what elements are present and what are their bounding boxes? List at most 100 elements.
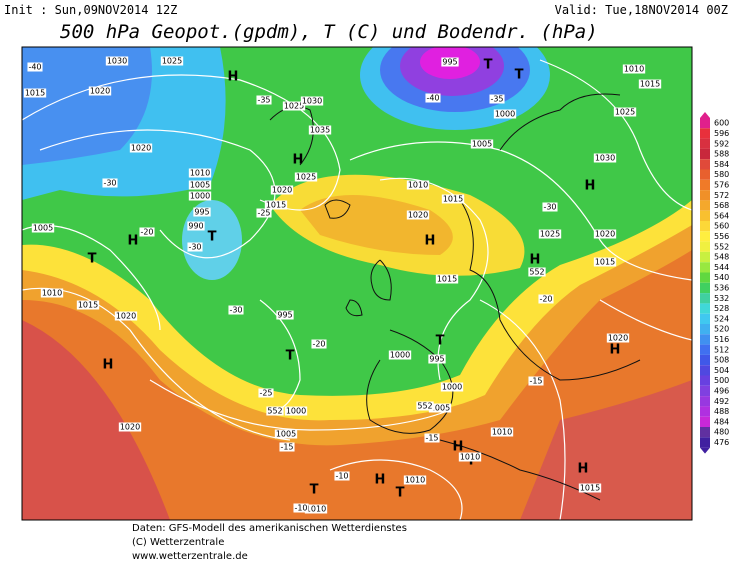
pressure-center-label: T [515, 68, 524, 83]
label-box [528, 267, 546, 277]
colorbar-label: 556 [714, 232, 729, 241]
colorbar-swatch [700, 365, 710, 376]
colorbar-swatch [700, 282, 710, 294]
label-box [435, 274, 459, 284]
colorbar-swatch [700, 251, 710, 263]
colorbar-arrow [700, 112, 710, 118]
contour-label: -40 [426, 94, 439, 103]
label-box [270, 185, 294, 195]
colorbar-label: 492 [714, 397, 729, 406]
colorbar-swatch [700, 272, 710, 283]
contour-label: 1010 [492, 428, 512, 437]
contour-label: 552 [267, 407, 282, 416]
contour-label: 1010 [190, 169, 210, 178]
contour-label: -20 [539, 295, 552, 304]
pressure-center-label: T [286, 349, 295, 364]
colorbar-swatch [700, 200, 710, 211]
contour-label: 1030 [107, 57, 127, 66]
colorbar-label: 484 [714, 417, 729, 426]
colorbar-swatch [700, 406, 710, 417]
colorbar-swatch [700, 354, 710, 366]
label-box [256, 95, 272, 105]
map-title: 500 hPa Geopot.(gpdm), T (C) und Bodendr… [60, 21, 598, 43]
contour-label: 552 [529, 268, 544, 277]
label-box [578, 483, 602, 493]
contour-label: 1025 [162, 57, 182, 66]
colorbar-label: 528 [714, 304, 729, 313]
label-box [593, 229, 617, 239]
label-box [416, 401, 434, 411]
pressure-center-label: H [610, 343, 621, 358]
contour-label: 1000 [442, 383, 462, 392]
contour-label: 1025 [615, 108, 635, 117]
contour-label: 1020 [595, 230, 615, 239]
contour-label: 1005 [190, 181, 210, 190]
contour-label: 1015 [443, 195, 463, 204]
colorbar-swatch [700, 385, 710, 397]
contour-label: 1030 [595, 154, 615, 163]
colorbar-swatch [700, 303, 710, 314]
pressure-center-label: T [88, 252, 97, 267]
label-box [613, 107, 637, 117]
init-text: Init : Sun,09NOV2014 12Z [4, 3, 177, 17]
colorbar-label: 524 [714, 314, 729, 323]
colorbar-label: 564 [714, 211, 729, 220]
label-box [622, 64, 646, 74]
colorbar-swatch [700, 416, 710, 427]
contour-label: -35 [257, 96, 270, 105]
label-box [129, 143, 153, 153]
colorbar-swatch [700, 169, 710, 180]
label-box [403, 475, 427, 485]
contour-label: 1010 [306, 505, 326, 514]
contour-label: 990 [188, 222, 203, 231]
contour-label: 995 [277, 311, 292, 320]
colorbar-swatch [700, 190, 710, 201]
colorbar-label: 600 [714, 119, 729, 128]
colorbar-label: 592 [714, 139, 729, 148]
colorbar-swatch [700, 128, 710, 139]
pressure-center-label: T [396, 486, 405, 501]
contour-label: 995 [194, 208, 209, 217]
footer-line: www.wetterzentrale.de [132, 551, 248, 562]
pressure-center-label: H [425, 234, 436, 249]
label-box [490, 427, 514, 437]
pressure-center-label: H [585, 179, 596, 194]
label-box [118, 422, 142, 432]
contour-label: 1025 [296, 173, 316, 182]
colorbar-label: 520 [714, 325, 729, 334]
label-box [311, 339, 327, 349]
contour-label: 1015 [640, 80, 660, 89]
colorbar-label: 568 [714, 201, 729, 210]
valid-text: Valid: Tue,18NOV2014 00Z [555, 3, 728, 17]
contour-label: 1035 [310, 126, 330, 135]
contour-label: -15 [425, 434, 438, 443]
pressure-center-label: T [436, 334, 445, 349]
contour-label: -20 [140, 228, 153, 237]
colorbar-swatch [700, 210, 710, 221]
contour-label: 1000 [190, 192, 210, 201]
label-box [425, 93, 441, 103]
colorbar-swatch [700, 231, 710, 242]
contour-label: 1005 [472, 140, 492, 149]
label-box [308, 125, 332, 135]
label-box [276, 310, 294, 320]
contour-label: 1030 [302, 97, 322, 106]
colorbar-swatch [700, 293, 710, 304]
contour-label: 1020 [608, 334, 628, 343]
colorbar-swatch [700, 262, 710, 273]
contour-label: 1000 [495, 110, 515, 119]
label-box [40, 288, 64, 298]
pressure-center-label: H [103, 358, 114, 373]
contour-label: 1000 [286, 407, 306, 416]
colorbar-label: 580 [714, 170, 729, 179]
contour-label: 1010 [405, 476, 425, 485]
pressure-center-label: H [375, 473, 386, 488]
colorbar-label: 488 [714, 407, 729, 416]
contour-label: 1015 [437, 275, 457, 284]
colorbar-swatch [700, 241, 710, 252]
contour-label: -30 [188, 243, 201, 252]
label-box [638, 79, 662, 89]
label-box [304, 504, 328, 514]
